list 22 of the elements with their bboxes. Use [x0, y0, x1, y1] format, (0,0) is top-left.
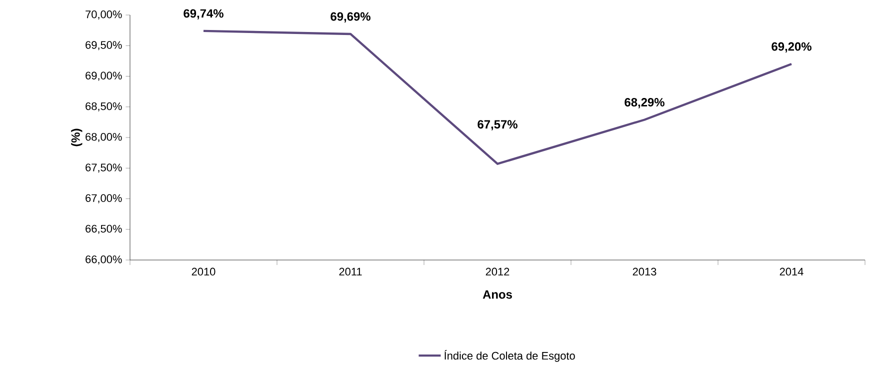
- data-label: 69,20%: [772, 42, 812, 52]
- x-tick-label: 2013: [632, 268, 656, 276]
- data-label: 67,57%: [478, 120, 518, 130]
- x-tick-label: 2012: [486, 268, 510, 276]
- y-tick-label: 69,50%: [86, 41, 122, 50]
- x-tick-label: 2014: [780, 268, 804, 276]
- y-tick-label: 66,00%: [86, 255, 122, 265]
- y-axis-title: (%): [71, 128, 82, 146]
- legend-label: Índice de Coleta de Esgoto: [444, 350, 575, 362]
- x-tick-label: 2011: [339, 268, 362, 276]
- y-tick-label: 69,00%: [86, 72, 122, 81]
- data-label: 68,29%: [624, 98, 664, 108]
- data-label: 69,69%: [330, 12, 370, 22]
- y-tick-label: 68,00%: [86, 132, 122, 142]
- y-tick-label: 66,50%: [86, 224, 122, 234]
- y-tick-label: 68,50%: [86, 102, 122, 112]
- data-label: 69,74%: [184, 9, 224, 20]
- y-tick-label: 67,00%: [86, 194, 122, 204]
- y-tick-label: 70,00%: [86, 10, 122, 20]
- x-axis-title: Anos: [482, 290, 512, 299]
- y-tick-label: 67,50%: [86, 164, 122, 173]
- x-tick-label: 2010: [192, 268, 216, 276]
